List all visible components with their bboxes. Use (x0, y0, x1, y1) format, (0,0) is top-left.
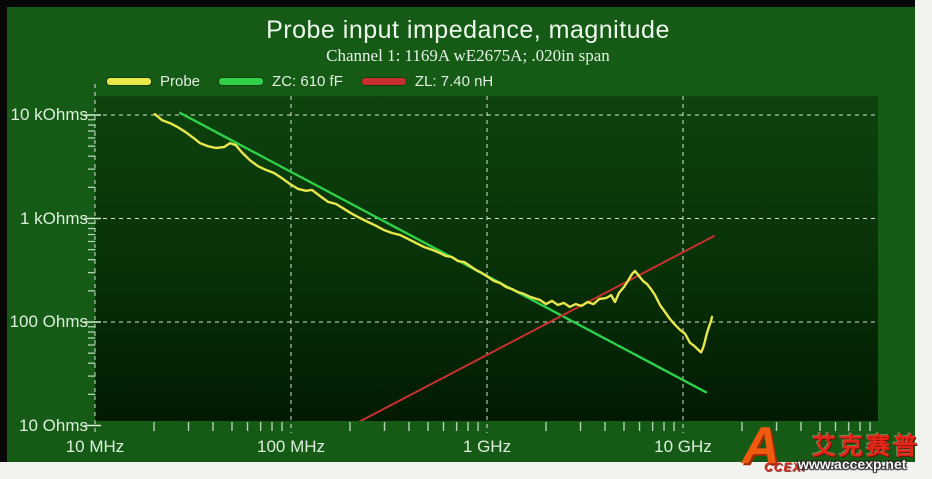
accexp-logo-a-icon: A (742, 417, 780, 475)
legend-swatch-icon (219, 78, 264, 85)
trace-probe (153, 112, 714, 354)
legend-swatch-icon (107, 78, 151, 85)
accexp-logo-text: CCEXP (764, 460, 811, 474)
chart-title: Probe input impedance, magnitude (266, 16, 670, 44)
y-tick-label: 10 kOhms (10, 105, 88, 124)
x-tick-label: 10 GHz (654, 437, 712, 456)
legend-item: ZC: 610 fF (219, 73, 343, 90)
legend-item: Probe (107, 73, 200, 90)
legend-label: ZC: 610 fF (272, 73, 343, 90)
legend: Probe ZC: 610 fF ZL: 7.40 nH (107, 73, 512, 90)
accexp-cn-text: 艾克赛普 (812, 433, 920, 460)
plot-area (84, 84, 878, 433)
trace-zl-7-40-nh (358, 235, 715, 421)
accexp-watermark: A CCEXP 艾克赛普 www.accexp.net (738, 420, 932, 479)
legend-label: ZL: 7.40 nH (414, 73, 494, 90)
x-tick-label: 10 MHz (65, 437, 125, 456)
accexp-url: www.accexp.net (798, 456, 907, 472)
legend-item: ZL: 7.40 nH (361, 73, 494, 90)
x-tick-label: 100 MHz (256, 437, 326, 456)
y-tick-label: 10 Ohms (19, 415, 88, 435)
legend-label: Probe (160, 73, 201, 90)
legend-swatch-icon (361, 78, 406, 85)
x-tick-label: 1 GHz (462, 437, 512, 456)
trace-zc-610-ff (178, 111, 708, 394)
chart-subtitle: Channel 1: 1169A wE2675A; .020in span (326, 46, 610, 65)
y-tick-label: 1 kOhms (19, 208, 88, 228)
y-tick-label: 100 Ohms (9, 312, 88, 331)
